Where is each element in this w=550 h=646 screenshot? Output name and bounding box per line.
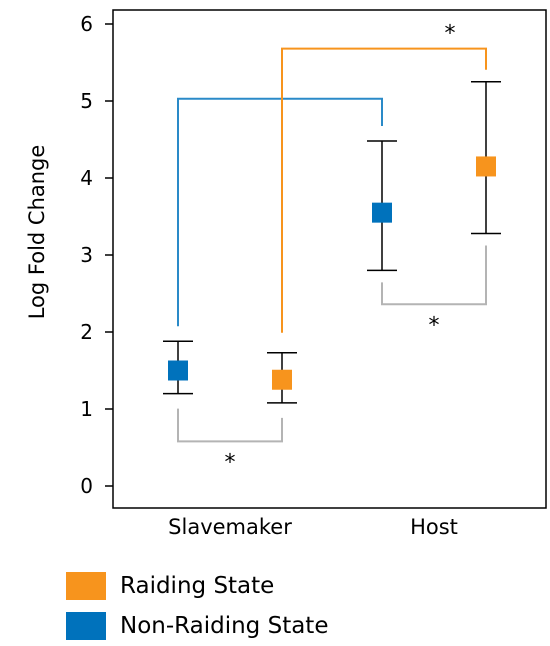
chart-svg: 0 1 2 3 4 5 6 Log Fold Change Slavemaker Host * * *: [25, 9, 547, 539]
significance-star-host: *: [429, 313, 440, 338]
plot-frame: [112, 9, 547, 509]
legend-item-raiding: Raiding State: [66, 566, 328, 606]
y-tick-label: 6: [80, 12, 93, 36]
legend: Raiding State Non-Raiding State: [66, 566, 328, 646]
significance-bracket-slavemaker: [177, 408, 283, 443]
y-tick-label: 0: [80, 474, 93, 498]
significance-bracket-non-raiding: [177, 97, 383, 327]
legend-swatch-raiding: [66, 572, 106, 600]
legend-swatch-non-raiding: [66, 612, 106, 640]
x-tick-label: Slavemaker: [168, 515, 292, 539]
y-tick-label: 5: [80, 89, 93, 113]
significance-star-slavemaker: *: [225, 450, 236, 475]
data-point-raiding-slavemaker: [272, 369, 292, 390]
data-point-raiding-host: [476, 156, 496, 177]
significance-bracket-raiding: [281, 47, 487, 333]
y-tick-label: 4: [80, 166, 93, 190]
x-tick-label: Host: [410, 515, 458, 539]
data-point-non-raiding-host: [372, 202, 392, 223]
legend-label-non-raiding: Non-Raiding State: [120, 613, 329, 639]
y-tick-label: 2: [80, 320, 93, 344]
significance-bracket-host: [381, 245, 487, 306]
y-tick-label: 3: [80, 243, 93, 267]
y-axis-label: Log Fold Change: [25, 145, 49, 320]
data-point-non-raiding-slavemaker: [168, 360, 188, 381]
y-tick-label: 1: [80, 397, 93, 421]
legend-label-raiding: Raiding State: [120, 573, 275, 599]
significance-star-raiding: *: [445, 22, 456, 47]
legend-item-non-raiding: Non-Raiding State: [66, 606, 328, 646]
